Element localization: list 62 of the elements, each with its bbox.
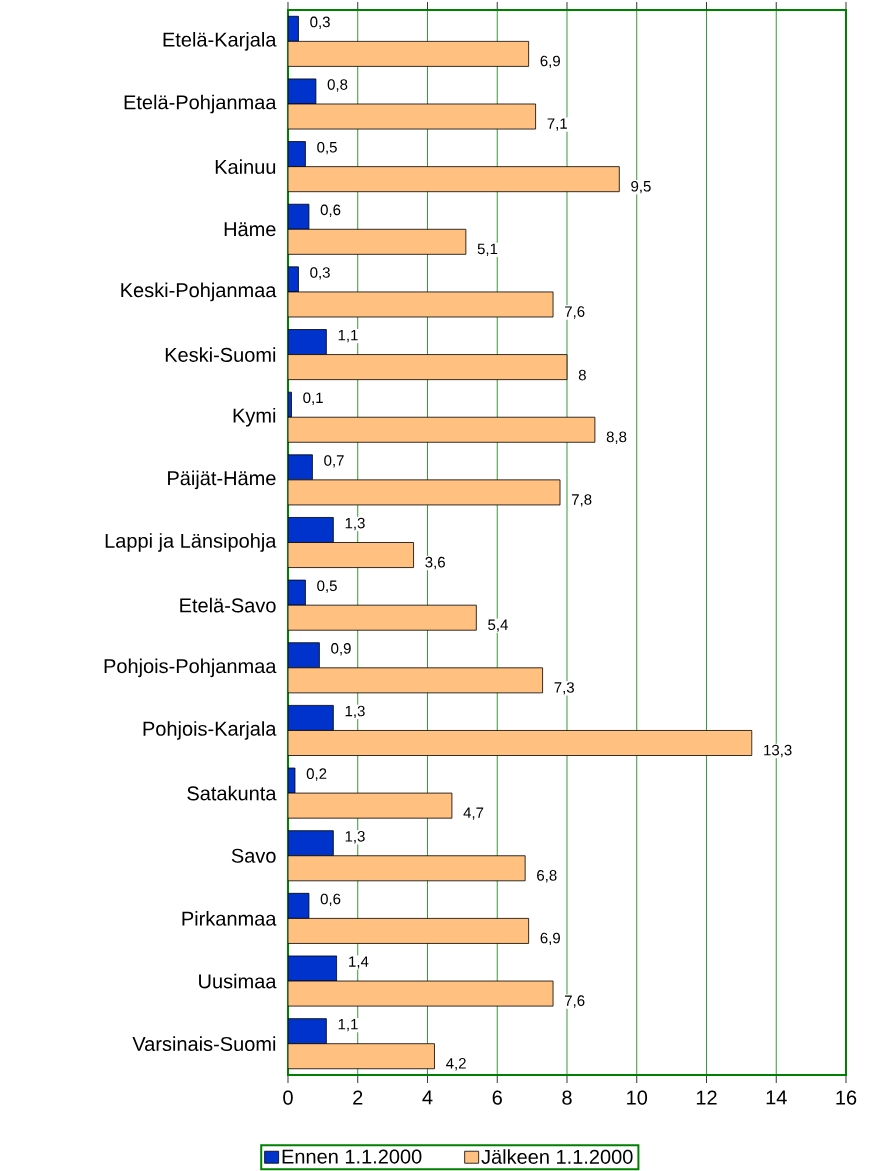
data-label: 4,2	[446, 1058, 466, 1071]
y-tick-label: Savo	[231, 848, 276, 863]
y-tick-label: Kymi	[233, 407, 276, 427]
data-label: 7,6	[565, 995, 585, 1008]
data-label: 13,3	[764, 744, 792, 758]
data-label: 0,7	[324, 455, 344, 468]
data-label: 0,3	[310, 16, 330, 29]
y-tick-label: Keski-Suomi	[165, 347, 276, 362]
data-label: 1,1	[338, 1019, 358, 1032]
y-tick-label: Uusimaa	[199, 973, 277, 989]
data-label: 0,3	[310, 267, 330, 280]
data-label: 0,1	[303, 392, 323, 405]
x-tick-label: 8	[562, 1090, 572, 1105]
x-tick-label: 10	[627, 1090, 648, 1105]
data-label: 4,7	[463, 807, 484, 820]
data-label: 0,6	[320, 204, 341, 217]
data-label: 6,9	[540, 55, 560, 69]
y-tick-label: Päijät-Häme	[168, 470, 276, 490]
data-label: 8	[578, 369, 586, 381]
data-label: 7,1	[547, 118, 567, 131]
data-label: 7,3	[554, 682, 574, 695]
x-tick-label: 12	[696, 1090, 717, 1105]
data-label: 0,8	[327, 79, 348, 92]
data-label: 3,6	[425, 556, 445, 570]
data-label: 9,5	[631, 180, 651, 194]
x-tick-label: 14	[766, 1090, 787, 1105]
y-tick-label: Pirkanmaa	[182, 911, 277, 926]
legend-label: Jälkeen 1.1.2000	[481, 1149, 633, 1164]
y-tick-label: Etelä-Pohjanmaa	[124, 94, 277, 114]
y-tick-label: Varsinais-Suomi	[132, 1036, 276, 1052]
data-label: 0,9	[331, 643, 351, 656]
x-tick-label: 0	[283, 1090, 293, 1105]
data-label: 8,8	[606, 431, 627, 444]
x-tick-label: 16	[836, 1090, 857, 1105]
data-label: 0,5	[317, 580, 337, 593]
y-tick-label: Lappi ja Länsipohja	[105, 533, 277, 552]
x-tick-label: 4	[422, 1090, 433, 1105]
data-label: 6,9	[540, 932, 560, 946]
y-tick-label: Häme	[224, 222, 276, 237]
data-label: 6,8	[537, 870, 557, 883]
data-label: 5,1	[477, 243, 498, 256]
x-tick-label: 6	[492, 1090, 502, 1105]
data-label: 0,6	[320, 893, 341, 907]
data-label: 1,3	[345, 831, 365, 844]
data-label: 1,4	[349, 956, 369, 969]
y-tick-label: Pohjois-Pohjanmaa	[104, 658, 277, 678]
y-tick-label: Keski-Pohjanmaa	[121, 282, 277, 302]
data-label: 0,2	[306, 768, 327, 781]
legend-label: Ennen 1.1.2000	[282, 1149, 422, 1164]
data-label: 0,5	[317, 141, 337, 155]
data-label: 7,8	[571, 494, 592, 507]
data-label: 7,6	[565, 306, 585, 319]
y-tick-label: Etelä-Karjala	[163, 32, 277, 51]
y-tick-label: Kainuu	[215, 159, 276, 174]
data-label: 1,1	[338, 329, 358, 343]
x-tick-label: 2	[353, 1090, 363, 1105]
y-tick-label: Satakunta	[187, 785, 277, 801]
y-tick-label: Pohjois-Karjala	[143, 721, 277, 740]
data-label: 5,4	[488, 619, 508, 632]
y-tick-label: Etelä-Savo	[180, 597, 276, 613]
data-label: 1,3	[345, 517, 365, 531]
data-label: 1,3	[345, 705, 365, 719]
